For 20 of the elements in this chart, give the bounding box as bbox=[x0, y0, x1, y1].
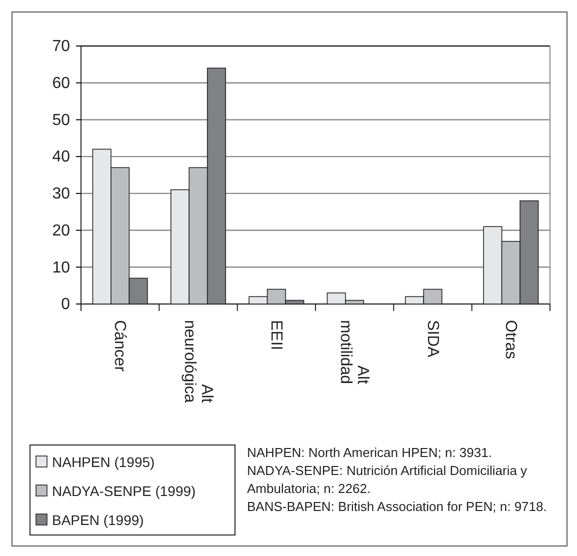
x-tick-label: Alt neurológica bbox=[180, 320, 215, 404]
y-tick-label: 60 bbox=[52, 74, 70, 92]
y-tick-label: 10 bbox=[52, 259, 70, 276]
y-tick-label: 70 bbox=[52, 38, 70, 56]
legend-label: NAHPEN (1995) bbox=[52, 454, 155, 470]
y-tick-label: 0 bbox=[61, 296, 70, 314]
x-tick-label: Otras bbox=[502, 320, 519, 360]
y-tick-label: 40 bbox=[52, 148, 70, 166]
x-tick-label: Alt motilidad bbox=[337, 320, 372, 385]
x-tick-label: SIDA bbox=[424, 320, 441, 358]
text: NADYA-SENPE: Nutrición Artificial Domiciliaria y Ambulatoria; n: 2262. bbox=[247, 463, 528, 496]
text: NAHPEN: North American HPEN; n: 3931. bbox=[247, 445, 492, 460]
legend-label: BAPEN (1999) bbox=[52, 512, 144, 528]
x-tick-label: Cáncer bbox=[111, 320, 128, 372]
legend-label: NADYA-SENPE (1999) bbox=[52, 483, 196, 499]
y-tick-label: 20 bbox=[52, 222, 70, 240]
x-tick-label: EEII bbox=[267, 320, 284, 350]
text: BANS-BAPEN: British Association for PEN; n: 9718. bbox=[247, 499, 547, 514]
y-tick-label: 50 bbox=[52, 112, 70, 129]
y-tick-label: 30 bbox=[52, 186, 70, 203]
